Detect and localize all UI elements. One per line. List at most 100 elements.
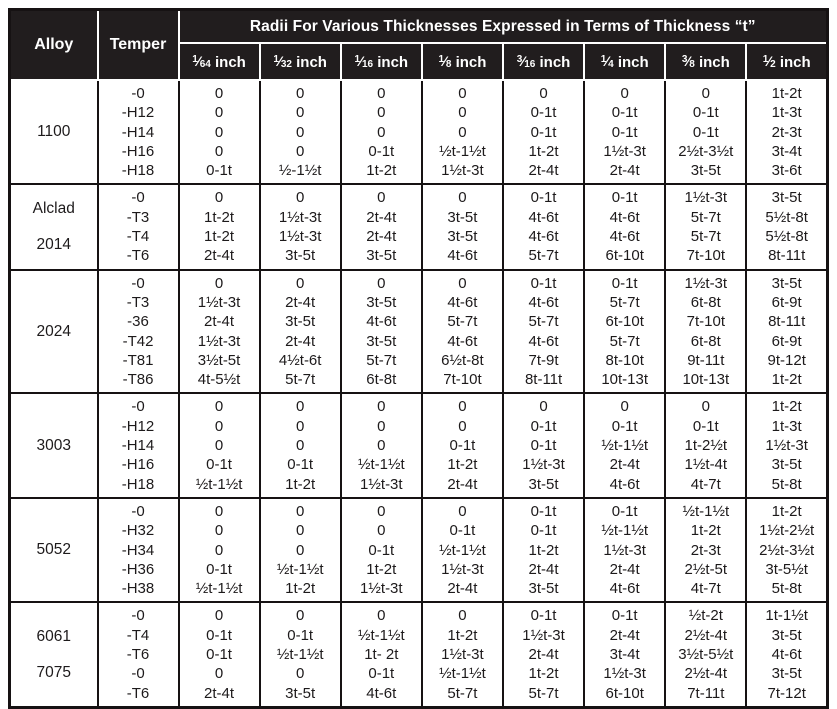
radius-value: 3t-5t xyxy=(285,313,316,331)
alloy-name: 1100 xyxy=(37,123,71,141)
radius-value: 0 xyxy=(377,104,386,122)
radius-value: 0-1t xyxy=(611,607,638,625)
radius-value: 1t-2t xyxy=(528,142,559,160)
radius-value: 5t-8t xyxy=(771,475,802,493)
temper-value: -T4 xyxy=(126,228,150,246)
radius-value: 0 xyxy=(214,274,224,292)
thickness-col-header-1-8: 18 inch xyxy=(420,42,505,81)
radius-cell: 0 0-1t ½t-1½t 1½t-3t 2t-4t xyxy=(420,496,503,603)
radius-cell: 0 0 0 0-1t ½t-1½t xyxy=(177,496,260,603)
radius-value: 0 xyxy=(296,274,305,292)
radius-value: 4t-6t xyxy=(528,332,559,350)
radius-value: 0 xyxy=(296,607,305,625)
radius-value: 0 xyxy=(620,85,629,102)
alloy-name-stack: 2024 xyxy=(11,323,97,341)
radius-value: 0 xyxy=(214,607,224,625)
radius-value: ½t-1½t xyxy=(601,522,649,540)
radius-value: 0-1t xyxy=(530,189,557,207)
radius-value: 5t-7t xyxy=(528,313,559,331)
alloy-name: 2024 xyxy=(36,322,71,340)
radius-value: 0 xyxy=(458,502,467,520)
temper-value: -H16 xyxy=(121,456,155,474)
radius-value: 3t-5t xyxy=(366,247,397,265)
alloy-name-stack: 5052 xyxy=(11,541,97,559)
thickness-header-row: 164 inch132 inch116 inch18 inch316 inch1… xyxy=(10,42,829,81)
alloy-name-stack: Alclad 2014 xyxy=(11,200,97,254)
radius-value: 4t-7t xyxy=(690,475,721,493)
radius-value: 3½t-5t xyxy=(197,351,241,369)
radius-value: 1½t-3t xyxy=(360,475,403,493)
radius-value: ½t-1½t xyxy=(682,502,730,520)
radius-value: 0-1t xyxy=(692,417,719,435)
radius-value: 0 xyxy=(296,189,305,207)
radius-value: 1½t-3t xyxy=(603,541,646,559)
radius-value: 0 xyxy=(296,85,305,102)
radius-value: 0 xyxy=(620,398,629,416)
alloy-name: 5052 xyxy=(36,541,71,559)
radius-value: 1t-2t xyxy=(771,371,802,389)
radius-value: 6t-9t xyxy=(771,293,802,311)
col-header-alloy: Alloy xyxy=(8,8,99,81)
thickness-unit: inch xyxy=(617,53,649,71)
radius-value: 2t-4t xyxy=(609,560,640,578)
radius-value: 2t-4t xyxy=(204,247,235,265)
radius-value: 9t-12t xyxy=(767,351,806,369)
alloy-cell: Alclad 2014 xyxy=(9,183,98,270)
temper-value: -36 xyxy=(127,313,149,331)
radius-value: 1½t-4t xyxy=(684,456,728,474)
radius-value: 0 xyxy=(458,189,467,207)
radius-value: 1½t-3t xyxy=(278,228,322,246)
temper-cell: -0 -T3 -T4 -T6 xyxy=(96,183,179,270)
radius-cell: ½t-1½t 1t-2t 2t-3t 2½t-5t 4t-7t xyxy=(664,496,747,603)
radius-value: 4t-5½t xyxy=(197,371,241,389)
radius-value: 2½t-4t xyxy=(684,665,728,683)
radius-value: 0-1t xyxy=(611,123,638,141)
radius-cell: 0 0 0 ½t-1½t 1t-2t xyxy=(258,496,341,603)
radius-value: ½t-1½t xyxy=(439,541,486,559)
radius-cell: 0 1½t-3t 2t-4t 1½t-3t 3½t-5t 4t-5½t xyxy=(177,268,260,394)
radius-value: 3t-5t xyxy=(771,456,802,474)
radius-value: 3t-5t xyxy=(528,475,559,493)
radius-value: 0 xyxy=(377,417,386,435)
radius-value: 5t-7t xyxy=(528,684,559,702)
fraction-denominator: 2 xyxy=(768,59,776,70)
radius-value: 4t-6t xyxy=(366,684,397,702)
temper-value: -H36 xyxy=(121,560,155,578)
radius-value: 0-1t xyxy=(692,104,719,122)
fraction-denominator: 8 xyxy=(687,59,695,70)
radius-value: 0 xyxy=(458,123,467,141)
thickness-unit: inch xyxy=(698,53,730,71)
radius-value: 2t-4t xyxy=(204,313,235,331)
radius-value: 4t-7t xyxy=(690,580,721,598)
radius-value: 0-1t xyxy=(287,626,314,644)
radius-value: 2t-4t xyxy=(366,228,397,246)
radius-value: ½t-2t xyxy=(688,607,723,625)
radius-value: 0-1t xyxy=(368,665,395,683)
radius-value: 0 xyxy=(214,398,224,416)
fraction-numerator: 1 xyxy=(192,53,198,65)
radius-value: 4t-6t xyxy=(771,646,802,664)
radius-value: 0 xyxy=(701,85,710,102)
alloy-name: 7075 xyxy=(36,663,71,681)
radius-value: 4t-6t xyxy=(528,293,559,311)
radius-value: 1t-2t xyxy=(690,522,721,540)
radius-value: ½t-1½t xyxy=(357,456,405,474)
radius-value: 3t-5t xyxy=(447,228,478,246)
radius-value: 7t-11t xyxy=(687,684,725,702)
radius-value: 1t-2t xyxy=(204,208,235,226)
radius-value: 0 xyxy=(214,502,224,520)
radius-value: 6t-8t xyxy=(690,293,721,311)
radius-value: 0 xyxy=(296,417,305,435)
radius-value: 2t-4t xyxy=(609,626,640,644)
radius-value: 8t-10t xyxy=(605,351,644,369)
radius-value: 4t-6t xyxy=(609,208,640,226)
radius-value: 0-1t xyxy=(368,541,395,559)
radius-value: 6t-8t xyxy=(366,371,397,389)
radius-value: 0-1t xyxy=(449,522,476,540)
radius-cell: 0-1t 5t-7t 6t-10t 5t-7t 8t-10t 10t-13t xyxy=(583,268,666,394)
radius-value: 0 xyxy=(458,417,467,435)
thickness-fraction: 164 xyxy=(192,54,211,71)
radius-value: 0 xyxy=(214,541,224,559)
radius-value: 3t-5t xyxy=(771,189,802,207)
